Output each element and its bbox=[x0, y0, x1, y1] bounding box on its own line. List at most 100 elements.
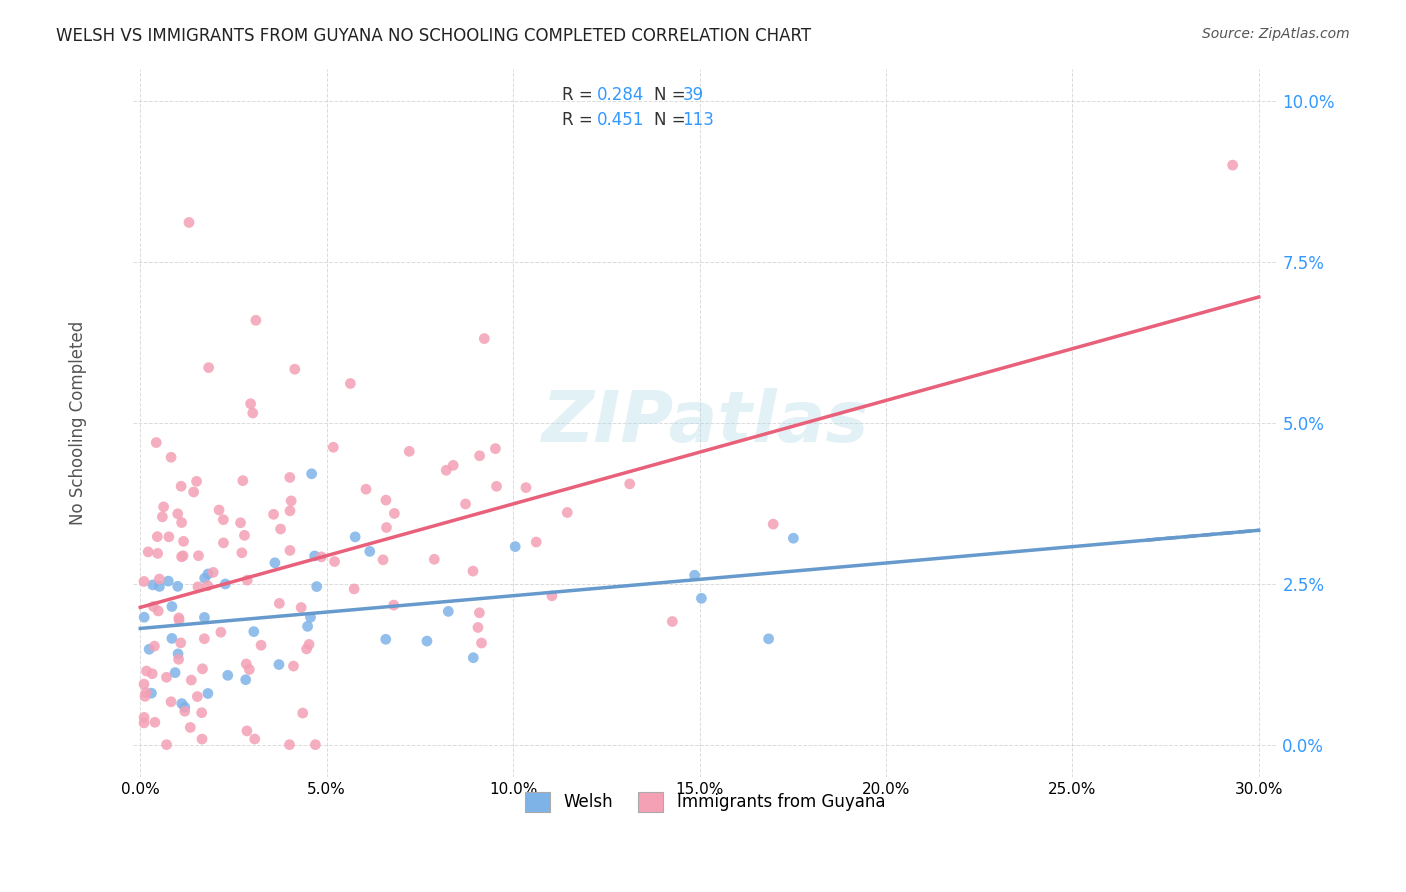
Point bbox=[146, 546, 169, 560]
Point bbox=[180, 673, 202, 687]
Text: R =: R = bbox=[562, 112, 598, 129]
Point bbox=[437, 604, 460, 618]
Point bbox=[167, 613, 190, 627]
Point bbox=[235, 657, 257, 671]
Point bbox=[190, 706, 212, 720]
Point bbox=[160, 450, 183, 465]
Point bbox=[193, 610, 215, 624]
Point bbox=[179, 721, 201, 735]
Point bbox=[291, 706, 314, 720]
Point bbox=[167, 647, 190, 661]
Point bbox=[305, 580, 328, 594]
Text: N =: N = bbox=[654, 87, 690, 104]
Point bbox=[132, 677, 155, 691]
Point bbox=[134, 710, 156, 724]
Point bbox=[782, 531, 804, 545]
Point bbox=[165, 665, 187, 680]
Point bbox=[762, 517, 785, 532]
Point bbox=[212, 513, 235, 527]
Point bbox=[233, 528, 256, 542]
Point bbox=[173, 704, 195, 718]
Point bbox=[236, 723, 259, 738]
Point bbox=[269, 596, 291, 610]
Point bbox=[297, 619, 319, 633]
Point bbox=[311, 549, 333, 564]
Y-axis label: No Schooling Completed: No Schooling Completed bbox=[69, 320, 87, 524]
Point bbox=[484, 442, 506, 456]
Point bbox=[343, 582, 366, 596]
Point bbox=[323, 555, 346, 569]
Point bbox=[382, 598, 405, 612]
Point bbox=[301, 467, 323, 481]
Point bbox=[298, 637, 321, 651]
Point bbox=[134, 610, 156, 624]
Point bbox=[250, 638, 273, 652]
Point bbox=[177, 215, 200, 229]
Point bbox=[148, 604, 170, 618]
Point bbox=[167, 611, 190, 625]
Text: N =: N = bbox=[654, 112, 690, 129]
Point bbox=[157, 530, 180, 544]
Point bbox=[278, 470, 301, 484]
Point bbox=[434, 463, 457, 477]
Point bbox=[170, 697, 193, 711]
Point bbox=[135, 664, 157, 678]
Point bbox=[141, 686, 163, 700]
Point bbox=[242, 406, 264, 420]
Point bbox=[304, 549, 326, 563]
Point bbox=[441, 458, 464, 473]
Point bbox=[278, 504, 301, 518]
Point bbox=[197, 566, 219, 581]
Point bbox=[212, 536, 235, 550]
Point bbox=[208, 503, 231, 517]
Point bbox=[467, 620, 489, 634]
Text: ZIPatlas: ZIPatlas bbox=[541, 388, 869, 458]
Point bbox=[232, 474, 254, 488]
Point bbox=[143, 715, 166, 730]
Point bbox=[229, 516, 252, 530]
Point bbox=[1222, 158, 1244, 172]
Point bbox=[354, 482, 377, 496]
Point bbox=[145, 435, 167, 450]
Point bbox=[194, 571, 217, 585]
Point bbox=[243, 731, 266, 746]
Point bbox=[375, 493, 398, 508]
Point bbox=[170, 516, 193, 530]
Point bbox=[264, 556, 287, 570]
Point bbox=[197, 686, 219, 700]
Point bbox=[142, 599, 165, 614]
Text: 0.451: 0.451 bbox=[596, 112, 644, 129]
Point bbox=[160, 599, 183, 614]
Point bbox=[619, 476, 641, 491]
Point bbox=[239, 397, 262, 411]
Point bbox=[155, 738, 177, 752]
Point bbox=[280, 494, 302, 508]
Point bbox=[295, 641, 318, 656]
Point bbox=[132, 715, 155, 730]
Point bbox=[524, 535, 547, 549]
Point bbox=[214, 577, 236, 591]
Point bbox=[661, 615, 683, 629]
Point bbox=[170, 549, 193, 564]
Text: 113: 113 bbox=[682, 112, 714, 129]
Point bbox=[143, 639, 166, 653]
Point bbox=[160, 695, 183, 709]
Point bbox=[132, 574, 155, 589]
Text: WELSH VS IMMIGRANTS FROM GUYANA NO SCHOOLING COMPLETED CORRELATION CHART: WELSH VS IMMIGRANTS FROM GUYANA NO SCHOO… bbox=[56, 27, 811, 45]
Point bbox=[374, 632, 396, 647]
Point bbox=[382, 507, 405, 521]
Point bbox=[299, 610, 322, 624]
Point bbox=[304, 738, 326, 752]
Point bbox=[278, 738, 301, 752]
Point bbox=[290, 600, 312, 615]
Point bbox=[152, 500, 174, 514]
Point bbox=[245, 313, 267, 327]
Point bbox=[758, 632, 780, 646]
Text: 39: 39 bbox=[682, 87, 703, 104]
Point bbox=[555, 506, 578, 520]
Point bbox=[359, 544, 381, 558]
Point bbox=[217, 668, 239, 682]
Point bbox=[503, 540, 526, 554]
Point bbox=[267, 657, 290, 672]
Point bbox=[136, 545, 159, 559]
